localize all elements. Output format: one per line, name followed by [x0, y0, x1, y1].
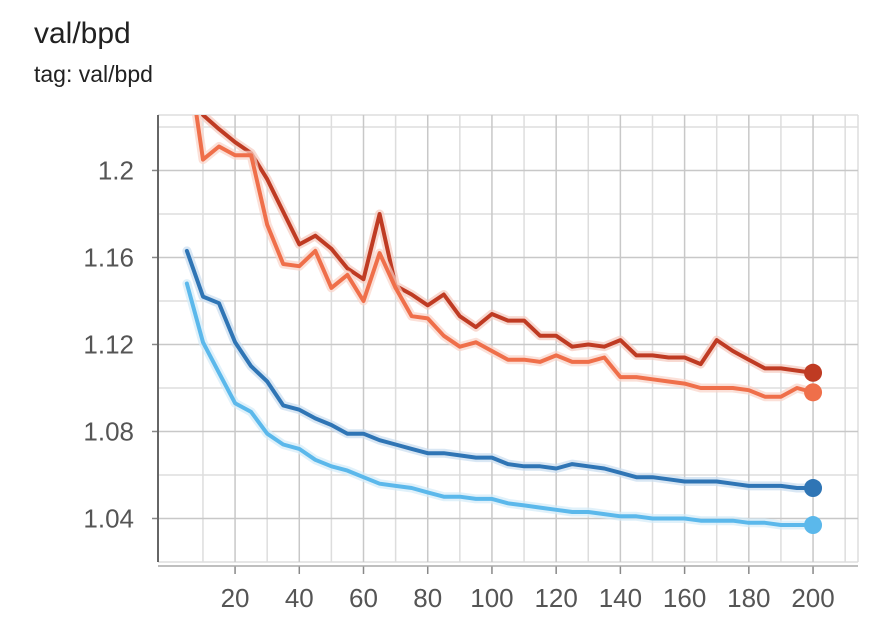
series-2-line	[184, 248, 815, 490]
chart-tag-label: tag: val/bpd	[34, 61, 153, 87]
x-tick-label: 100	[470, 583, 513, 613]
y-tick-label: 1.12	[83, 329, 134, 359]
series-2-shadow	[182, 246, 818, 493]
series-0-end-marker	[804, 363, 823, 382]
series-1-shadow	[192, 115, 818, 402]
x-tick-label: 20	[221, 583, 250, 613]
x-tick-label: 200	[791, 583, 834, 613]
series-3-line	[184, 281, 815, 527]
major-gridlines	[158, 115, 858, 562]
series-1-line	[194, 115, 815, 399]
x-tick-label: 80	[413, 583, 442, 613]
axes	[152, 115, 858, 574]
y-tick-labels: 1.04 1.08 1.12 1.16 1.2	[83, 155, 134, 533]
y-tick-label: 1.2	[98, 155, 134, 185]
x-tick-label: 40	[285, 583, 314, 613]
series-2-end-marker	[804, 479, 823, 498]
x-tick-label: 120	[534, 583, 577, 613]
y-tick-label: 1.08	[83, 416, 134, 446]
y-tick-label: 1.04	[83, 503, 134, 533]
x-tick-label: 180	[727, 583, 770, 613]
series-3-end-marker	[804, 516, 823, 535]
x-tick-labels: 20 40 60 80 100 120 140 160 180 200	[221, 583, 835, 613]
series-0-shadow	[198, 115, 818, 378]
x-tick-label: 60	[349, 583, 378, 613]
series-1-end-marker	[804, 383, 823, 402]
chart-title: val/bpd	[34, 17, 131, 50]
series-0-line	[201, 115, 815, 375]
x-tick-label: 140	[599, 583, 642, 613]
x-tick-label: 160	[663, 583, 706, 613]
series-end-markers	[804, 363, 823, 535]
y-tick-label: 1.16	[83, 242, 134, 272]
series-lines	[182, 115, 818, 530]
minor-gridlines	[158, 114, 859, 563]
